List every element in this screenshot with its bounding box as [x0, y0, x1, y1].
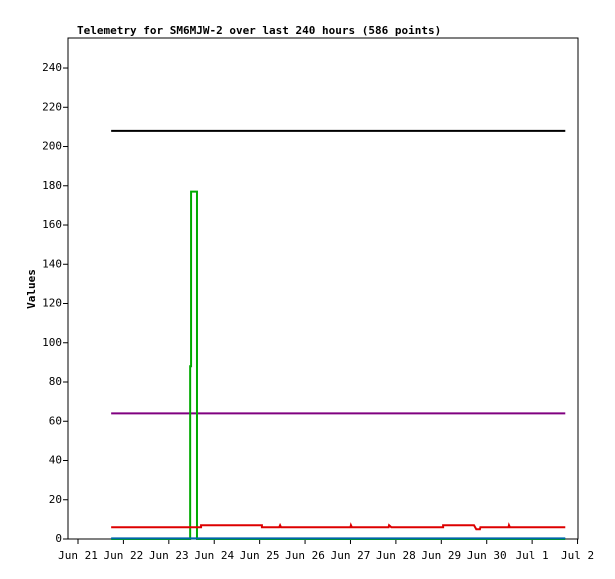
plot-frame	[67, 37, 579, 540]
y-tick-label: 220	[42, 100, 62, 113]
y-tick-label: 180	[42, 179, 62, 192]
x-tick-label: Jun 23	[149, 549, 189, 562]
x-tick-label: Jun 21	[58, 549, 98, 562]
y-axis-label: Values	[25, 269, 38, 309]
x-tick-label: Jun 27	[331, 549, 371, 562]
y-tick-label: 80	[49, 375, 62, 388]
series-line	[111, 190, 566, 540]
x-tick-label: Jun 30	[467, 549, 507, 562]
chart-title: Telemetry for SM6MJW-2 over last 240 hou…	[77, 24, 441, 37]
x-tick-label: Jun 22	[104, 549, 144, 562]
x-tick-label: Jun 29	[421, 549, 461, 562]
y-tick-label: 240	[42, 61, 62, 74]
x-tick-label: Jul 1	[516, 549, 549, 562]
series-line	[111, 522, 566, 531]
y-tick-label: 60	[49, 414, 62, 427]
x-tick-label: Jun 26	[285, 549, 325, 562]
y-tick-label: 0	[55, 532, 62, 545]
y-tick-label: 20	[49, 493, 62, 506]
x-tick-label: Jun 28	[376, 549, 416, 562]
y-tick-label: 100	[42, 336, 62, 349]
y-tick-label: 120	[42, 297, 62, 310]
y-tick-label: 40	[49, 454, 62, 467]
x-tick-label: Jul 2	[561, 549, 594, 562]
y-tick-label: 140	[42, 257, 62, 270]
x-tick-label: Jun 25	[240, 549, 280, 562]
y-tick-label: 200	[42, 140, 62, 153]
x-tick-label: Jun 24	[194, 549, 234, 562]
y-tick-label: 160	[42, 218, 62, 231]
